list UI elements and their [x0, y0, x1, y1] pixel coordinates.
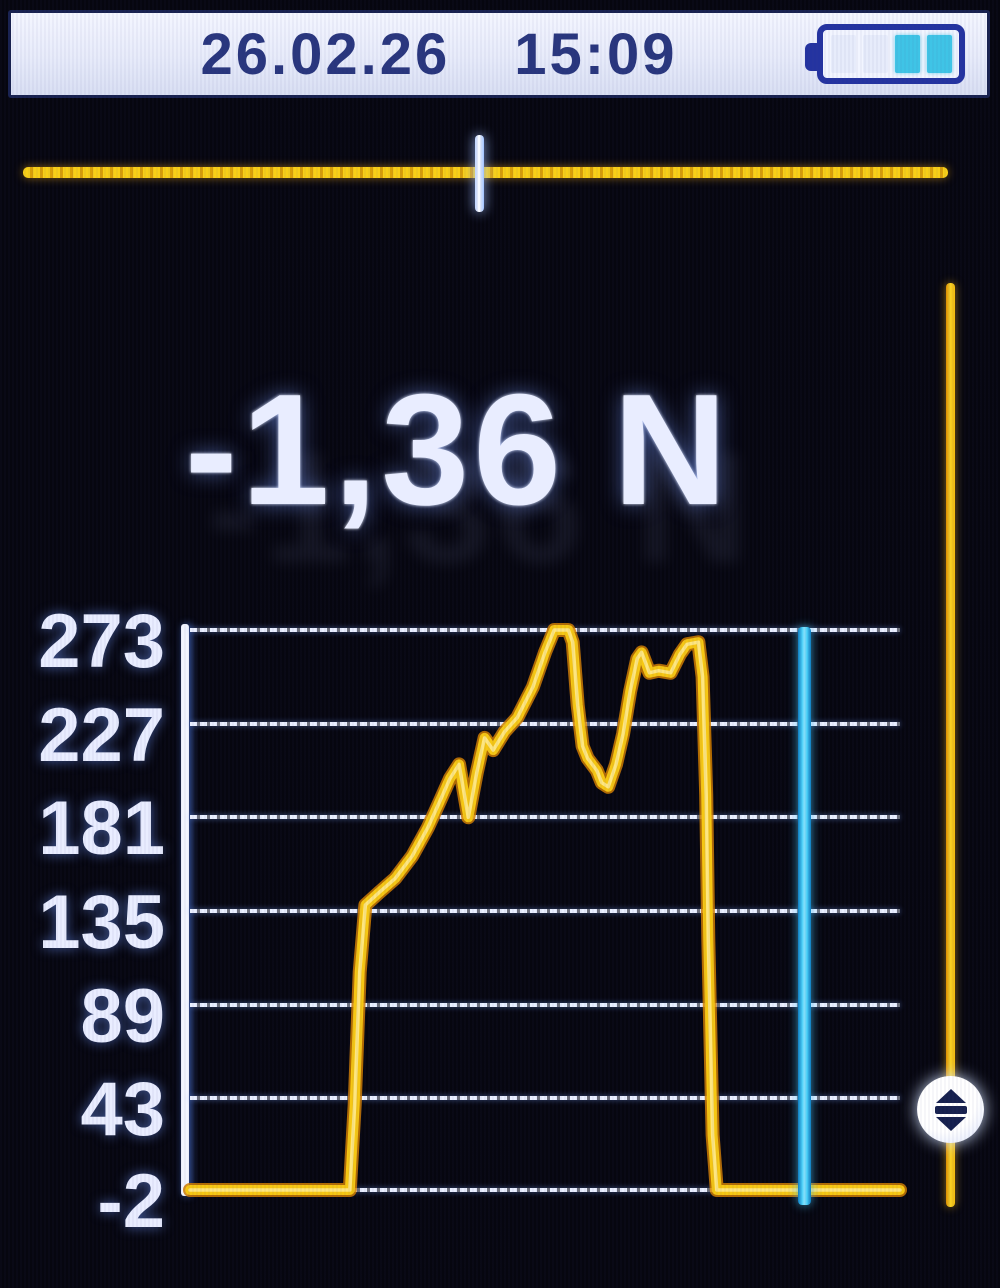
- force-curve: [183, 623, 907, 1197]
- gridline: [190, 1096, 900, 1101]
- handle-bar-icon: [934, 1105, 967, 1114]
- reading-area: -1,36 N -1,36 N: [0, 360, 1000, 596]
- y-axis-line: [181, 624, 189, 1196]
- top-slider-marker[interactable]: [475, 135, 485, 212]
- top-slider-track[interactable]: [23, 167, 948, 178]
- right-slider-handle[interactable]: [917, 1076, 984, 1144]
- battery-cell: [927, 35, 952, 73]
- right-slider-track[interactable]: [946, 283, 955, 1207]
- y-tick-label: 135: [38, 880, 165, 966]
- battery-icon: [805, 24, 965, 84]
- reading-ghost: -1,36 N: [206, 420, 754, 596]
- y-tick-label: -2: [97, 1159, 165, 1244]
- battery-terminal: [805, 43, 819, 71]
- gridline: [190, 721, 900, 726]
- gridline: [190, 1002, 900, 1007]
- status-date: 26.02.26: [200, 21, 451, 87]
- y-tick-label: 273: [38, 599, 165, 684]
- y-tick-label: 181: [38, 786, 165, 872]
- force-reading: -1,36 N: [184, 362, 732, 538]
- y-tick-label: 43: [80, 1067, 165, 1153]
- battery-cell: [863, 35, 888, 73]
- y-tick-label: 227: [38, 692, 165, 778]
- status-bar: 26.02.26 15:09: [8, 10, 990, 98]
- y-tick-label: 89: [80, 973, 165, 1059]
- gridline: [190, 815, 900, 820]
- arrow-up-icon: [935, 1088, 966, 1103]
- chart-cursor[interactable]: [798, 627, 812, 1205]
- gridline: [190, 909, 900, 914]
- force-chart: [181, 623, 907, 1205]
- arrow-down-icon: [935, 1116, 966, 1131]
- y-axis-labels: 273 227 181 135 89 43 -2: [0, 0, 165, 1288]
- status-datetime: 26.02.26 15:09: [200, 21, 797, 88]
- battery-cell: [831, 35, 856, 73]
- gridline: [190, 628, 900, 632]
- status-time: 15:09: [514, 21, 678, 87]
- battery-cell: [895, 35, 920, 73]
- gridline: [190, 1188, 900, 1192]
